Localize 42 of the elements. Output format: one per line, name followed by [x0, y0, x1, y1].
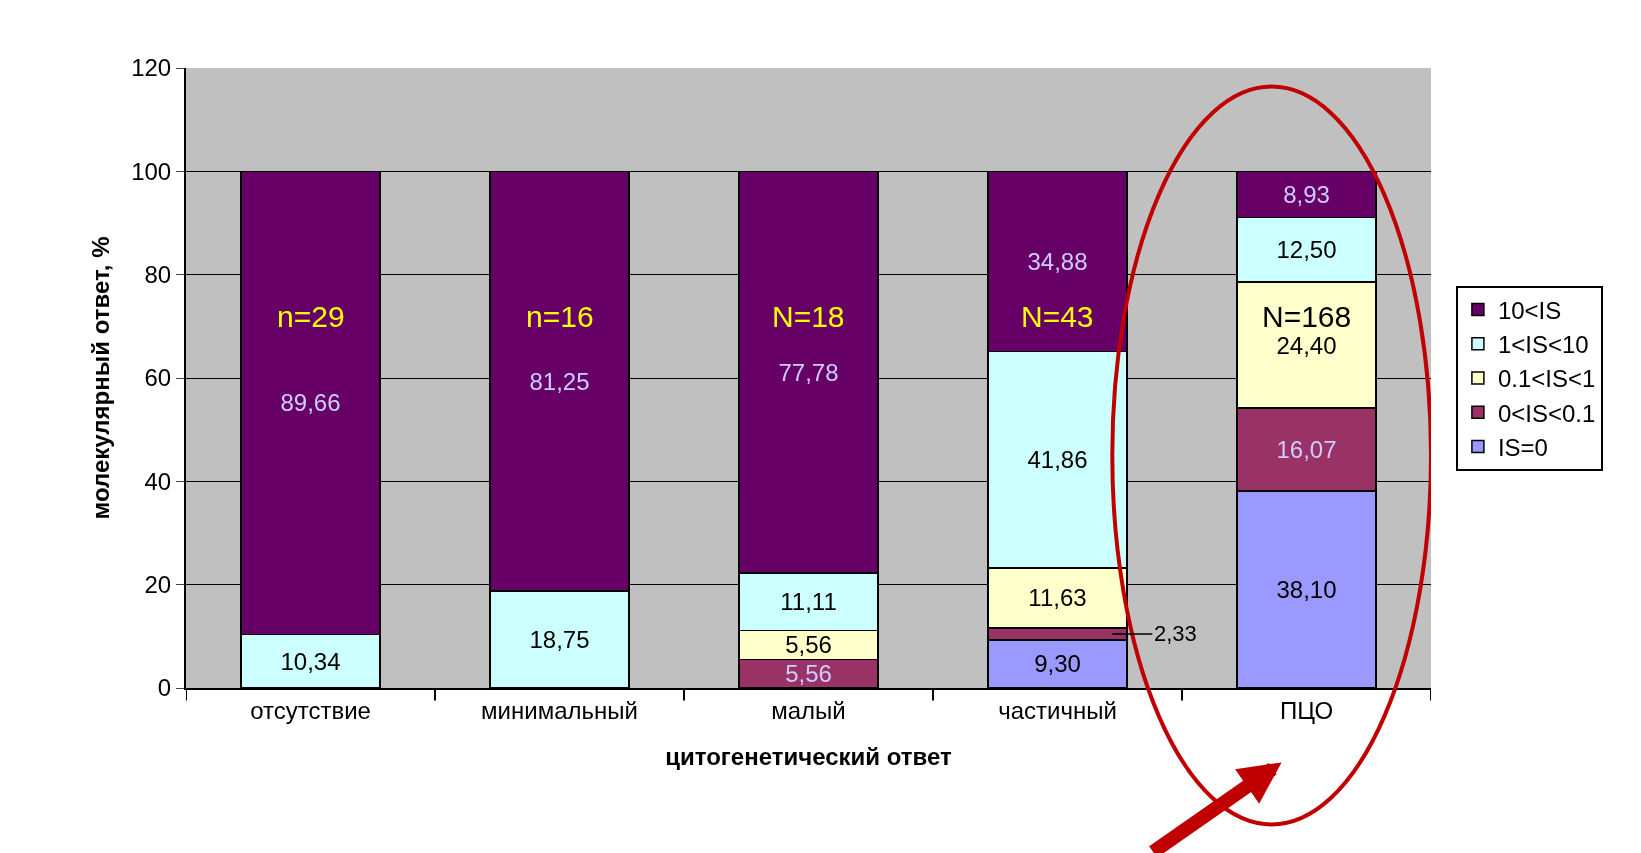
legend-label: 0<IS<0.1 [1497, 399, 1596, 427]
legend-label: 1<IS<10 [1497, 331, 1589, 359]
annotation: n=16 [526, 300, 594, 333]
legend-label: IS=0 [1497, 433, 1548, 461]
annotation: N=168 [1262, 300, 1352, 333]
x-axis-title: цитогенетический ответ [665, 742, 952, 770]
annotation: N=18 [772, 300, 845, 333]
data-label: 77,78 [778, 358, 839, 386]
x-tick-label: частичный [998, 696, 1117, 724]
y-tick-label: 0 [157, 674, 172, 702]
y-tick-label: 80 [144, 261, 172, 289]
annotation: N=43 [1021, 300, 1094, 333]
data-label: 2,33 [1154, 621, 1197, 646]
y-axis-title: молекулярный ответ, % [86, 236, 114, 520]
x-tick-label: малый [771, 696, 846, 724]
y-tick-label: 100 [131, 157, 172, 185]
data-label: 18,75 [529, 626, 590, 654]
data-label: 12,50 [1276, 236, 1337, 264]
y-tick-label: 40 [144, 467, 172, 495]
data-label: 11,11 [780, 588, 837, 616]
x-tick-label: минимальный [481, 696, 638, 724]
x-tick-label: отсутствие [250, 696, 371, 724]
data-label: 38,10 [1276, 576, 1337, 604]
data-label: 89,66 [280, 389, 341, 417]
data-label: 5,56 [785, 631, 832, 659]
data-label: 41,86 [1027, 446, 1088, 474]
data-label: 81,25 [529, 367, 590, 395]
y-tick-label: 120 [131, 54, 172, 82]
annotation: n=29 [277, 300, 345, 333]
data-label: 24,40 [1276, 331, 1337, 359]
y-tick-label: 20 [144, 571, 172, 599]
legend-label: 10<IS [1497, 296, 1562, 324]
legend-label: 0.1<IS<1 [1497, 365, 1596, 393]
data-label: 8,93 [1283, 180, 1330, 208]
data-label: 5,56 [785, 660, 832, 688]
x-tick-label: ПЦО [1279, 696, 1334, 724]
data-label: 11,63 [1028, 584, 1087, 612]
data-label: 34,88 [1027, 247, 1088, 275]
data-label: 10,34 [280, 647, 341, 675]
data-label: 16,07 [1276, 436, 1337, 464]
y-tick-label: 60 [144, 364, 172, 392]
data-label: 9,30 [1034, 650, 1081, 678]
